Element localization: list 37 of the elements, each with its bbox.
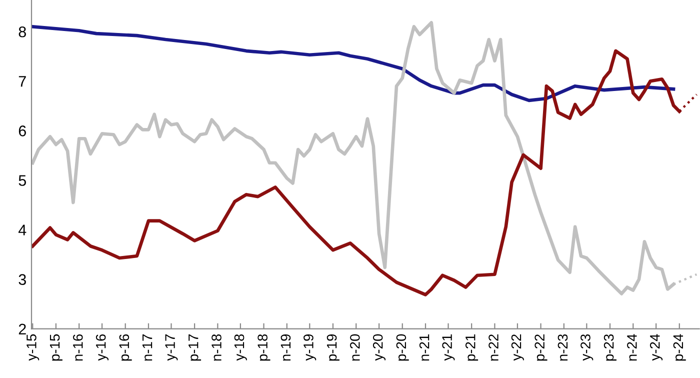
x-tick-label: n-17 — [142, 334, 152, 361]
y-tick-label: 6 — [18, 126, 26, 136]
x-tick-label: p-22 — [534, 334, 548, 361]
y-tick-label: 5 — [18, 175, 26, 186]
x-tick-label: y-16 — [96, 334, 109, 361]
x-tick-label: n-18 — [212, 334, 222, 361]
y-tick-label: 2 — [18, 324, 26, 334]
x-tick-label: p-18 — [258, 334, 270, 361]
x-tick-label: y-20 — [372, 334, 386, 361]
x-tick-label: p-21 — [465, 334, 478, 361]
x-tick-label: y-22 — [511, 334, 524, 361]
x-tick-label: n-23 — [558, 334, 568, 361]
x-tick-label: p-15 — [50, 334, 62, 361]
x-tick-label: n-24 — [627, 334, 637, 361]
x-tick-label: n-19 — [280, 334, 291, 361]
x-tick-label: y-17 — [165, 334, 178, 361]
x-tick-label: y-19 — [304, 334, 316, 361]
x-tick-label: n-22 — [488, 334, 498, 361]
x-tick-label: y-15 — [26, 334, 40, 361]
y-tick-label: 4 — [18, 224, 26, 236]
x-tick-label: y-23 — [580, 334, 594, 361]
y-tick-label: 7 — [18, 76, 26, 87]
x-tick-label: y-24 — [650, 334, 663, 361]
x-tick-label: p-23 — [604, 334, 616, 361]
line-series — [32, 24, 676, 102]
x-tick-label: y-18 — [234, 334, 247, 361]
x-tick-label: n-20 — [350, 334, 360, 361]
x-tick-label: p-20 — [396, 334, 409, 361]
x-tick-label: p-16 — [119, 334, 132, 361]
x-tick-label: p-24 — [673, 334, 686, 361]
y-tick-label: 8 — [18, 26, 26, 38]
x-tick-label: p-19 — [326, 334, 340, 361]
x-tick-label: y-21 — [442, 334, 455, 361]
x-tick-label: p-17 — [188, 334, 202, 361]
y-tick-label: 3 — [18, 274, 26, 285]
x-tick-label: n-21 — [419, 334, 430, 361]
x-tick-label: n-16 — [72, 334, 83, 361]
